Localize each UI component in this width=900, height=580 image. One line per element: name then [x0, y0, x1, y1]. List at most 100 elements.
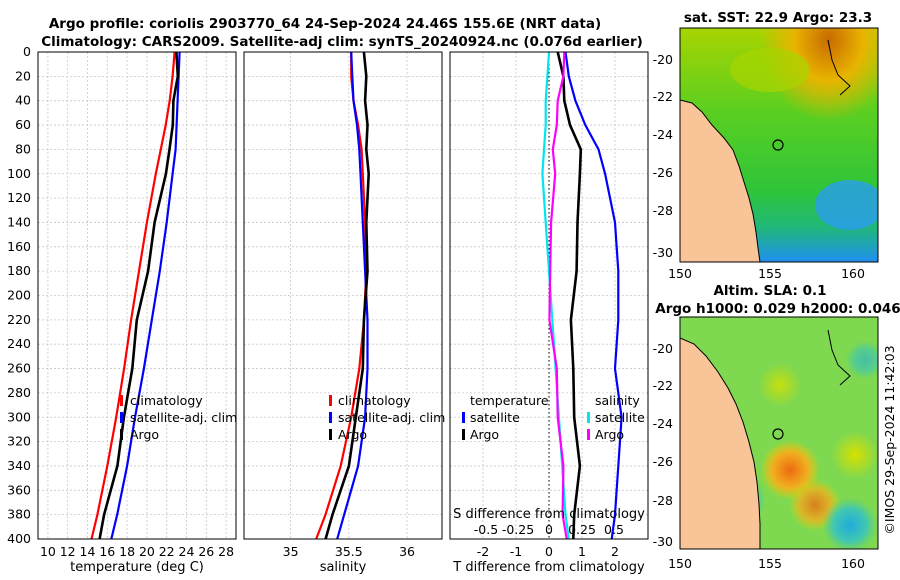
depth-tick-label: 240 [7, 336, 31, 351]
x-tick-label: 2 [611, 544, 619, 559]
difference-panel: -2 -1 0 1 2 T difference from climatology S … [449, 51, 649, 575]
sst-land [680, 99, 761, 262]
legend-swatch-s-satellite [587, 412, 590, 423]
sst-map-ticks: -20 -22 -24 -26 -28 -30 150 155 160 [653, 52, 865, 281]
s-argo-diff-line [548, 52, 568, 539]
depth-tick-label: 120 [7, 190, 31, 205]
x-tick-label: 26 [198, 544, 214, 559]
legend-s-argo: Argo [595, 427, 624, 442]
satellite-line [110, 52, 181, 539]
salinity-legend: climatology satellite-adj. clim Argo [329, 393, 445, 442]
depth-tick-label: 140 [7, 214, 31, 229]
sst-map-title: sat. SST: 22.9 Argo: 23.3 [684, 10, 872, 26]
satellite-line [336, 52, 369, 539]
s-tick: -0.25 [502, 522, 534, 537]
sst-map-axes [679, 27, 879, 263]
t-argo-diff-line [556, 52, 583, 539]
x-tick-label: 10 [40, 544, 56, 559]
x-tick-label: 1 [578, 544, 586, 559]
temperature-axes [37, 51, 237, 540]
depth-tick-label: 320 [7, 434, 31, 449]
sla-reef-contour [827, 329, 851, 386]
lat-tick: -28 [653, 493, 673, 508]
lon-tick: 160 [841, 556, 865, 571]
sst-reef-contour [827, 39, 851, 96]
legend-swatch-satellite [329, 412, 332, 423]
depth-tick-label: 260 [7, 361, 31, 376]
legend-satellite: satellite-adj. clim [338, 410, 445, 425]
x-tick-label: 14 [80, 544, 96, 559]
salinity-xlabel: salinity [320, 560, 367, 575]
x-tick-label: -1 [510, 544, 522, 559]
legend-temperature-title: temperature [470, 393, 549, 408]
x-tick-label: 22 [159, 544, 175, 559]
legend-swatch-s-argo [587, 429, 590, 440]
legend-t-satellite: satellite [470, 410, 520, 425]
depth-tick-label: 60 [15, 117, 31, 132]
legend-swatch-argo [329, 429, 332, 440]
difference-axes [449, 51, 649, 540]
lat-tick: -20 [653, 52, 673, 67]
lat-tick: -30 [653, 245, 673, 260]
depth-tick-label: 220 [7, 312, 31, 327]
legend-swatch-t-argo [462, 429, 465, 440]
x-tick-label: 16 [99, 544, 115, 559]
argo-line [98, 52, 180, 539]
depth-tick-label: 280 [7, 385, 31, 400]
depth-tick-label: 380 [7, 507, 31, 522]
legend-salinity-title: salinity [595, 393, 640, 408]
depth-tick-label: 360 [7, 482, 31, 497]
legend-t-argo: Argo [470, 427, 499, 442]
lat-tick: -22 [653, 378, 673, 393]
temperature-xticks: 10 12 14 16 18 20 22 24 26 28 [40, 544, 234, 559]
sla-argo-position [772, 428, 784, 440]
legend-swatch-satellite [120, 412, 123, 423]
lat-tick: -30 [653, 534, 673, 549]
x-tick-label: 12 [60, 544, 76, 559]
lat-tick: -22 [653, 89, 673, 104]
difference-lines [541, 52, 623, 539]
lat-tick: -26 [653, 454, 673, 469]
lon-tick: 150 [668, 266, 692, 281]
lat-tick: -24 [653, 416, 673, 431]
depth-tick-label: 40 [15, 93, 31, 108]
legend-swatch-t-satellite [462, 412, 465, 423]
temperature-difference-legend: temperature satellite Argo [462, 393, 549, 442]
salinity-xticks: 35 35.5 36 [283, 544, 415, 559]
s-tick: 0.5 [604, 522, 624, 537]
salinity-panel: 35 35.5 36 salinity climatology satellite-… [243, 51, 445, 575]
argo-line [324, 52, 371, 539]
sla-map: Altim. SLA: 0.1 Argo h1000: 0.029 h2000:… [653, 283, 900, 571]
lon-tick: 155 [758, 556, 782, 571]
sla-low-patch [845, 340, 878, 380]
sla-map-ticks: -20 -22 -24 -26 -28 -30 150 155 160 [653, 341, 865, 571]
sla-map-title-1: Altim. SLA: 0.1 [713, 283, 826, 299]
x-tick-label: 0 [545, 544, 553, 559]
difference-xticks: -2 -1 0 1 2 [477, 544, 619, 559]
title-line-1: Argo profile: coriolis 2903770_64 24-Sep… [49, 16, 601, 32]
depth-tick-label: 0 [23, 44, 31, 59]
temperature-xlabel: temperature (deg C) [70, 560, 204, 575]
s-difference-ticks: -0.5 -0.25 0 0.25 0.5 [474, 522, 624, 537]
legend-satellite: satellite-adj. clim [130, 410, 237, 425]
temperature-legend: climatology satellite-adj. clim Argo [120, 393, 237, 442]
depth-tick-label: 100 [7, 166, 31, 181]
sst-map: sat. SST: 22.9 Argo: 23.3 -20 -22 -24 -2… [653, 10, 879, 281]
salinity-lines [315, 52, 371, 539]
title-line-2: Climatology: CARS2009. Satellite-adj cli… [41, 34, 643, 50]
lon-tick: 150 [668, 556, 692, 571]
lat-tick: -24 [653, 127, 673, 142]
sst-argo-position [772, 139, 784, 151]
salinity-grid [244, 51, 442, 540]
temperature-lines [90, 52, 181, 539]
legend-swatch-argo [120, 429, 123, 440]
sst-patch [730, 48, 810, 92]
depth-tick-label: 160 [7, 239, 31, 254]
x-tick-label: 35.5 [335, 544, 363, 559]
climatology-line [90, 52, 176, 539]
temperature-panel: 0 20 40 60 80 100 120 140 160 180 200 220 240 260 280 3… [7, 44, 237, 575]
legend-swatch-climatology [120, 395, 123, 406]
legend-climatology: climatology [338, 393, 411, 408]
s-difference-label: S difference from climatology [453, 507, 645, 522]
